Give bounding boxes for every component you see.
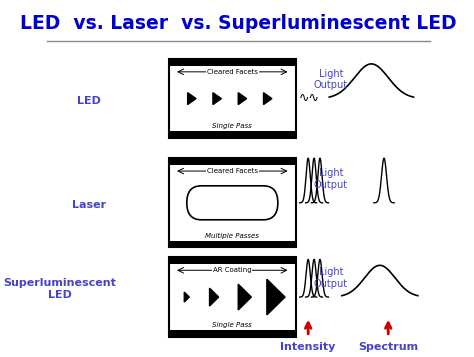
Text: Light
Output: Light Output bbox=[314, 267, 348, 289]
Polygon shape bbox=[188, 93, 196, 105]
Text: Intensity: Intensity bbox=[281, 342, 336, 352]
Bar bbox=[169, 330, 295, 337]
Text: Light
Output: Light Output bbox=[314, 168, 348, 190]
Polygon shape bbox=[238, 284, 251, 310]
Text: Laser: Laser bbox=[72, 200, 106, 210]
Text: Light
Output: Light Output bbox=[314, 69, 348, 90]
Bar bbox=[169, 241, 295, 247]
Text: Single Pass: Single Pass bbox=[212, 322, 252, 328]
Bar bbox=[169, 59, 295, 66]
Polygon shape bbox=[267, 279, 285, 315]
Bar bbox=[169, 59, 295, 138]
Polygon shape bbox=[184, 292, 189, 302]
Polygon shape bbox=[238, 93, 246, 105]
Bar bbox=[169, 158, 295, 165]
Polygon shape bbox=[210, 288, 219, 306]
Text: LED: LED bbox=[77, 96, 101, 106]
Text: LED  vs. Laser  vs. Superluminescent LED: LED vs. Laser vs. Superluminescent LED bbox=[20, 14, 456, 33]
Bar bbox=[169, 158, 295, 247]
Text: Multiple Passes: Multiple Passes bbox=[205, 232, 259, 238]
Polygon shape bbox=[264, 93, 272, 105]
Bar bbox=[169, 131, 295, 138]
Text: ∿∿: ∿∿ bbox=[299, 92, 320, 105]
Text: Single Pass: Single Pass bbox=[212, 124, 252, 129]
Text: Cleared Facets: Cleared Facets bbox=[207, 69, 258, 75]
Text: Spectrum: Spectrum bbox=[358, 342, 419, 352]
Bar bbox=[169, 257, 295, 337]
FancyBboxPatch shape bbox=[187, 186, 278, 220]
Text: AR Coating: AR Coating bbox=[213, 267, 252, 273]
Bar bbox=[169, 257, 295, 264]
Text: Superluminescent
LED: Superluminescent LED bbox=[3, 278, 116, 300]
Text: Cleared Facets: Cleared Facets bbox=[207, 168, 258, 174]
Polygon shape bbox=[213, 93, 221, 105]
